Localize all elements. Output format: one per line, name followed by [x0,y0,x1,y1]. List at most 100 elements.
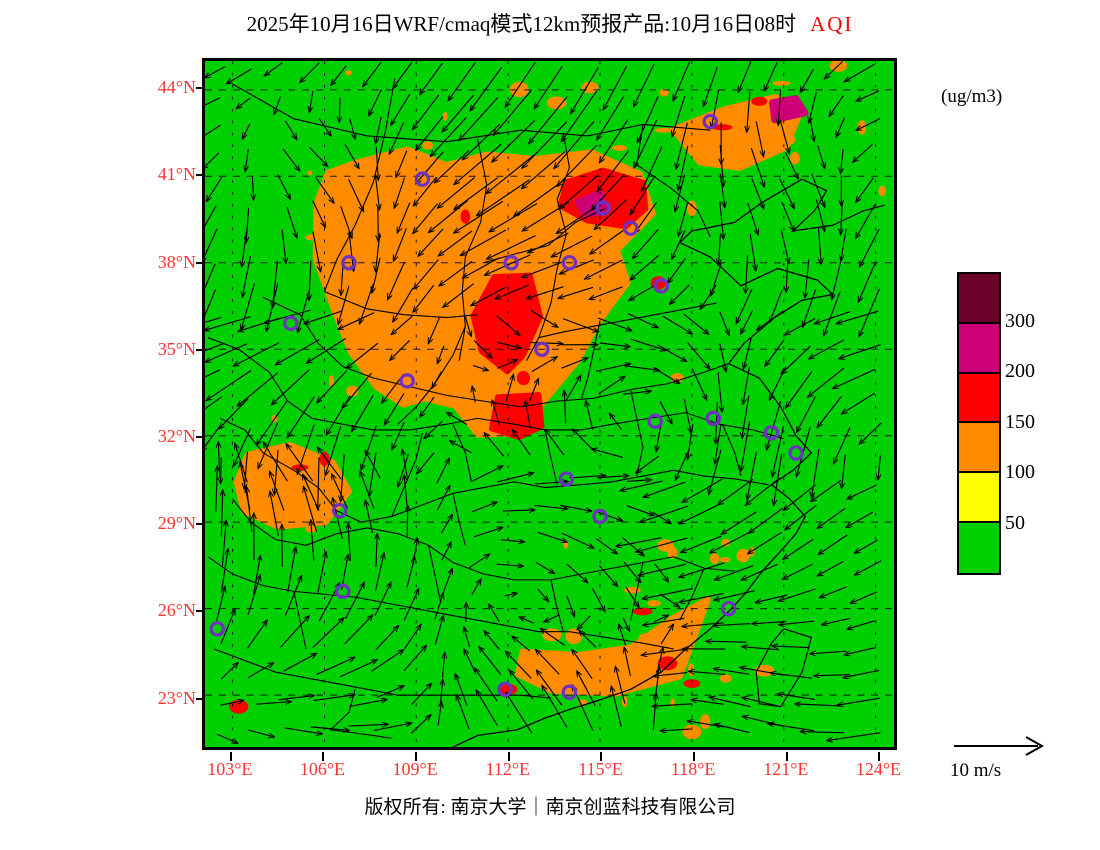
longitude-tick-label: 106°E [299,759,346,779]
station-circle-marker[interactable] [592,508,608,525]
wind-vector [755,121,763,156]
wind-vector [526,286,564,299]
wind-vector [825,61,843,78]
wind-vector [660,624,673,645]
wind-vector [489,203,538,232]
station-circle-marker[interactable] [335,583,351,600]
wind-vector [312,200,325,227]
wind-vector [492,400,501,427]
wind-vector [242,255,252,297]
station-circle-marker[interactable] [209,621,226,637]
aqi-speckle [720,674,732,683]
wind-vector [783,484,816,510]
aqi-speckle [687,663,695,677]
station-circle-marker[interactable] [341,255,357,271]
wind-vector [551,235,593,257]
wind-vector [374,723,411,732]
wind-vector [393,61,413,88]
wind-vector [810,651,847,654]
station-circle-marker[interactable] [653,278,669,294]
colorbar-band-good [959,523,999,573]
wind-vector [376,534,377,567]
wind-vector [673,61,691,101]
station-circle-marker[interactable] [622,220,639,236]
wind-vector [271,369,310,405]
wind-vector [424,420,443,438]
aqi-field-svg [205,61,894,747]
station-circle-marker[interactable] [705,410,722,427]
wind-vector [404,625,421,649]
wind-vector [312,618,344,648]
station-circle-marker[interactable] [647,413,663,429]
station-circle-marker[interactable] [558,471,575,487]
wind-vector [856,203,876,238]
border-line [324,291,478,319]
wind-vector [718,478,754,504]
wind-vector [795,704,841,706]
station-circle-marker[interactable] [283,315,299,332]
wind-vector [241,283,256,330]
longitude-tick-mark [878,752,881,761]
wind-vector [786,371,813,407]
wind-vector [438,230,473,256]
wind-vector [309,260,311,300]
station-circle-marker[interactable] [788,445,804,461]
wind-vector [220,457,221,483]
station-circle-marker[interactable] [414,171,431,187]
wind-vector [297,424,315,474]
aqi-speckle [667,546,678,559]
wind-vector [436,458,449,484]
station-circle-marker[interactable] [561,684,578,701]
wind-vector [404,475,407,506]
wind-vector [315,176,334,203]
wind-vector [270,491,279,536]
aqi-speckle [682,724,702,740]
aqi-map-plot[interactable] [202,58,897,750]
wind-vector [829,95,844,116]
station-circle-marker[interactable] [503,255,519,271]
wind-vector [745,477,780,505]
wind-vector [609,413,622,430]
wind-vector [205,228,218,263]
wind-vector [809,91,817,123]
wind-vector [281,229,286,264]
station-circle-marker[interactable] [399,373,415,389]
station-circle-marker[interactable] [720,600,737,617]
wind-vector [245,148,249,171]
wind-vector [497,473,533,483]
station-circle-marker[interactable] [763,425,780,441]
wind-vector [743,366,750,404]
border-line [323,78,396,292]
aqi-hotspot [319,451,330,466]
wind-vector [464,316,471,337]
wind-vector [440,679,442,704]
wind-vector [653,671,688,677]
latitude-tick-mark [196,261,204,264]
wind-vector [714,624,750,626]
wind-vector [784,151,798,179]
station-circle-marker[interactable] [534,341,550,358]
wind-vector [656,423,662,452]
station-circle-marker[interactable] [497,681,513,698]
station-circle-marker[interactable] [561,255,578,271]
wind-vector [505,651,532,679]
wind-vector [741,310,753,334]
wind-vector [339,660,377,678]
wind-vector [858,261,877,302]
wind-vector [471,579,481,596]
wind-vector [537,670,563,706]
wind-vector [216,466,217,512]
station-circle-marker[interactable] [702,113,719,130]
aqi-hotspot [560,183,579,193]
wind-vector [640,505,689,522]
border-line [544,429,558,485]
wind-vector [417,452,435,474]
wind-vector [772,646,810,647]
wind-vector [619,624,627,646]
wind-vector [847,484,877,499]
station-circle-marker[interactable] [331,502,348,519]
station-circle-marker[interactable] [595,200,611,216]
wind-vector [586,401,594,430]
latitude-tick-mark [196,523,204,526]
wind-vector [811,479,842,501]
